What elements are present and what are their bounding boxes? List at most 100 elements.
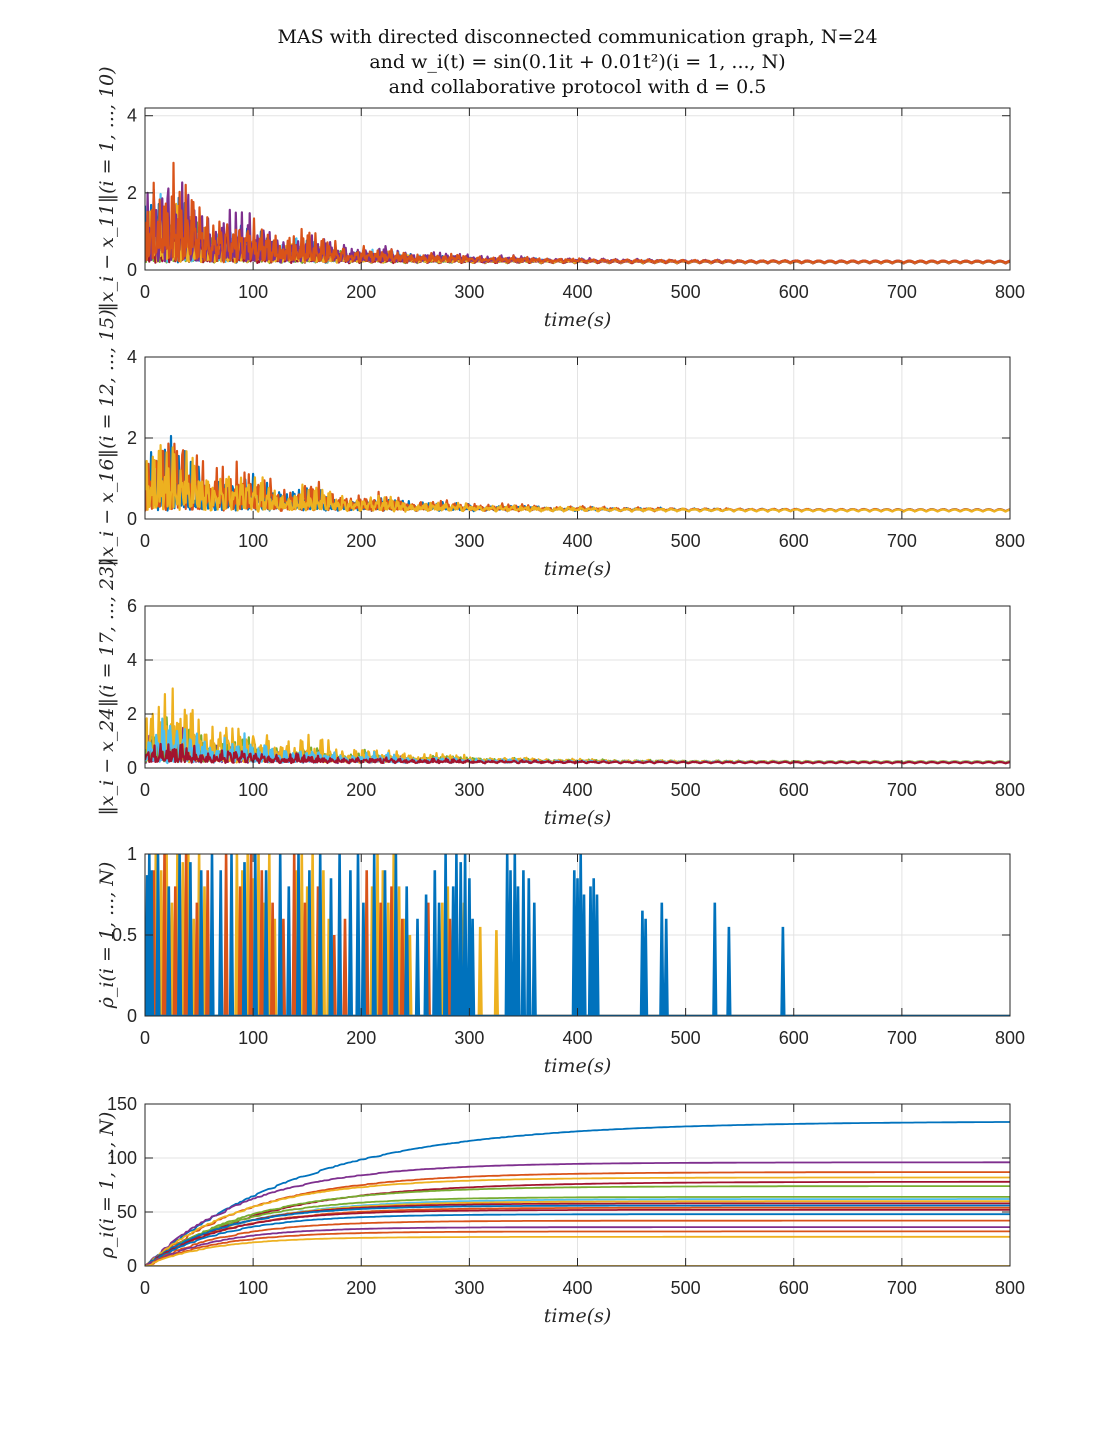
y-tick-label: 0 [127, 758, 137, 778]
y-tick-label: 100 [107, 1148, 137, 1168]
x-tick-label: 700 [887, 1278, 917, 1298]
x-tick-label: 400 [562, 531, 592, 551]
x-tick-label: 100 [238, 282, 268, 302]
y-tick-label: 0 [127, 1006, 137, 1026]
x-tick-label: 200 [346, 531, 376, 551]
y-tick-label: 2 [127, 704, 137, 724]
x-tick-label: 400 [562, 780, 592, 800]
plot-area [145, 161, 1010, 265]
series-line-rho-16 [145, 1226, 1010, 1266]
series-line-rho-14 [145, 1213, 1010, 1266]
x-tick-label: 200 [346, 1278, 376, 1298]
series-line-orange [145, 854, 1010, 1016]
y-tick-label: 0 [127, 509, 137, 529]
x-tick-label: 500 [671, 1278, 701, 1298]
x-axis-label: time(s) [544, 309, 612, 331]
y-tick-label: 0 [127, 1256, 137, 1276]
x-tick-label: 100 [238, 531, 268, 551]
x-tick-label: 800 [995, 1028, 1025, 1048]
series-line-rho-6 [145, 1185, 1010, 1266]
x-axis-label: time(s) [544, 558, 612, 580]
x-tick-label: 300 [454, 780, 484, 800]
y-axis-label: ρ_i(i = 1, ..., N) [96, 1112, 118, 1260]
x-tick-label: 0 [140, 282, 150, 302]
y-tick-label: 2 [127, 183, 137, 203]
x-tick-label: 400 [562, 1028, 592, 1048]
series-line-rho-11 [145, 1204, 1010, 1266]
x-tick-label: 500 [671, 780, 701, 800]
x-tick-label: 800 [995, 531, 1025, 551]
y-tick-label: 2 [127, 428, 137, 448]
series-line-rho-4 [145, 1176, 1010, 1266]
y-axis-label: ‖x_i − x_24‖(i = 17, ..., 23) [96, 558, 118, 815]
x-axis-label: time(s) [544, 1305, 612, 1327]
plot-area [145, 854, 1010, 1016]
figure-title-line-1: MAS with directed disconnected communica… [277, 26, 878, 48]
x-tick-label: 0 [140, 531, 150, 551]
subplot-3: 0 100 200 300 400 500 600 700 800 0 2 4 6 time(s) ‖x_i… [96, 558, 1025, 829]
y-tick-label: 6 [127, 596, 137, 616]
x-tick-label: 700 [887, 1028, 917, 1048]
x-tick-label: 300 [454, 282, 484, 302]
figure-title-line-2: and w_i(t) = sin(0.1it + 0.01t²)(i = 1, … [369, 51, 786, 73]
x-tick-label: 600 [779, 1278, 809, 1298]
plot-area [145, 434, 1010, 513]
x-tick-label: 0 [140, 1278, 150, 1298]
x-tick-label: 0 [140, 1028, 150, 1048]
series-line-rho-7 [145, 1196, 1010, 1266]
series-line-rho-17 [145, 1230, 1010, 1266]
y-axis-label: ‖x_i − x_16‖(i = 12, ..., 15) [96, 309, 118, 566]
x-tick-label: 500 [671, 1028, 701, 1048]
subplot-5: 0 100 200 300 400 500 600 700 800 0 50 100 150 time(s… [96, 1094, 1025, 1327]
x-tick-label: 200 [346, 282, 376, 302]
x-tick-label: 500 [671, 282, 701, 302]
y-tick-label: 4 [127, 650, 137, 670]
series-line-rho-1 [145, 1121, 1010, 1266]
figure-title-line-3: and collaborative protocol with d = 0.5 [388, 76, 767, 98]
x-tick-label: 600 [779, 780, 809, 800]
x-tick-label: 100 [238, 1028, 268, 1048]
x-tick-label: 800 [995, 1278, 1025, 1298]
series-line-rho-13 [145, 1208, 1010, 1266]
x-tick-label: 700 [887, 780, 917, 800]
y-tick-label: 0 [127, 260, 137, 280]
series-line-rho-15 [145, 1219, 1010, 1266]
series-line-rho-18 [145, 1235, 1010, 1266]
subplot-2: 0 100 200 300 400 500 600 700 800 0 2 4 time(s) ‖x_i … [96, 309, 1025, 580]
x-tick-label: 600 [779, 531, 809, 551]
x-tick-label: 400 [562, 1278, 592, 1298]
y-tick-label: 4 [127, 106, 137, 126]
series-line-rho-2 [145, 1161, 1010, 1266]
x-tick-label: 600 [779, 1028, 809, 1048]
series-line-rho-5 [145, 1180, 1010, 1266]
y-tick-label: 4 [127, 347, 137, 367]
x-tick-label: 300 [454, 1028, 484, 1048]
x-tick-label: 500 [671, 531, 701, 551]
x-tick-label: 200 [346, 1028, 376, 1048]
y-tick-label: 150 [107, 1094, 137, 1114]
x-tick-label: 200 [346, 780, 376, 800]
y-tick-label: 50 [117, 1202, 137, 1222]
x-tick-label: 800 [995, 282, 1025, 302]
y-tick-label: 0.5 [112, 925, 137, 945]
x-tick-label: 400 [562, 282, 592, 302]
x-tick-label: 800 [995, 780, 1025, 800]
y-axis-label: ρ̇_i(i = 1, ..., N) [96, 862, 118, 1010]
series-line-yellow [145, 854, 1010, 1016]
subplot-1: 0 100 200 300 400 500 600 700 800 0 2 4 time(s) ‖x_i … [96, 66, 1025, 331]
y-tick-label: 1 [127, 844, 137, 864]
x-tick-label: 700 [887, 282, 917, 302]
x-tick-label: 600 [779, 282, 809, 302]
x-tick-label: 300 [454, 531, 484, 551]
plot-area [145, 1121, 1010, 1266]
x-tick-label: 300 [454, 1278, 484, 1298]
series-line-i=7 [145, 161, 1010, 264]
x-tick-label: 100 [238, 1278, 268, 1298]
x-tick-label: 700 [887, 531, 917, 551]
subplot-4: 0 100 200 300 400 500 600 700 800 0 0.5 1 time(s) ρ̇_… [96, 844, 1025, 1077]
x-axis-label: time(s) [544, 807, 612, 829]
series-line-i=14 [145, 444, 1010, 513]
x-axis-label: time(s) [544, 1055, 612, 1077]
